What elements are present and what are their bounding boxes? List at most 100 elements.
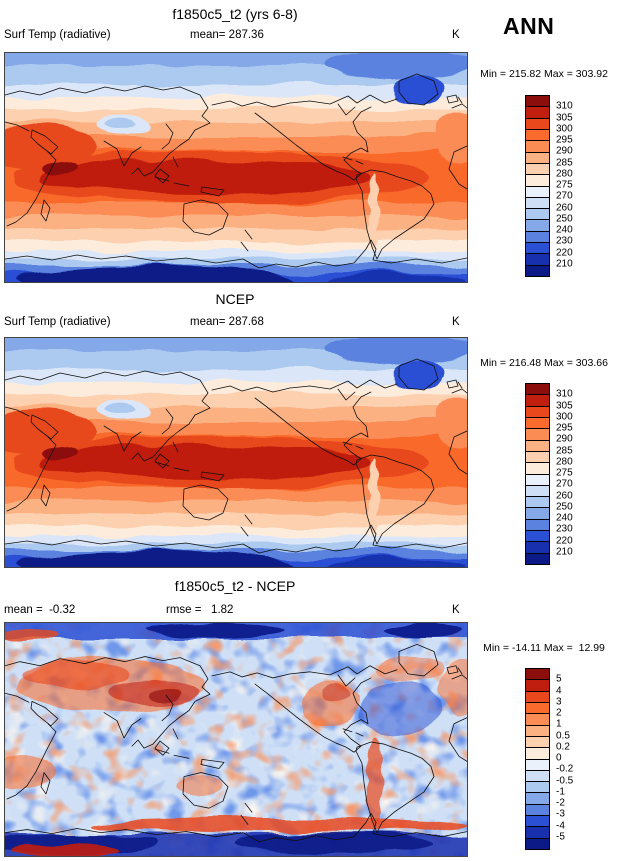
colorbar-tick-label: 260 — [556, 202, 573, 214]
colorbar-cell — [526, 815, 549, 827]
colorbar-tick-label: 210 — [556, 546, 573, 558]
colorbar-tick-label: 210 — [556, 258, 573, 270]
panel2-mean-label: mean= 287.68 — [190, 316, 264, 328]
panel1-minmax-label: Min = 215.82 Max = 303.92 — [480, 68, 608, 80]
colorbar-tick-label: 290 — [556, 433, 573, 445]
panel2-title: NCEP — [215, 291, 255, 307]
colorbar-tick-label: 230 — [556, 523, 573, 535]
colorbar-cell — [526, 552, 549, 564]
panel2-variable-label: Surf Temp (radiative) — [4, 316, 111, 328]
panel3-rmse-label: rmse = 1.82 — [166, 604, 234, 616]
colorbar-tick-label: -1 — [556, 786, 565, 798]
colorbar-cell — [526, 117, 549, 129]
panel1-variable-label: Surf Temp (radiative) — [4, 29, 111, 41]
panel3-units-label: K — [452, 604, 460, 616]
colorbar-cell — [526, 450, 549, 463]
colorbar-tick-label: 295 — [556, 422, 573, 434]
colorbar-cell — [526, 484, 549, 497]
colorbar-tick-label: 300 — [556, 123, 573, 135]
colorbar-tick-label: 290 — [556, 145, 573, 157]
colorbar-cell — [526, 96, 549, 107]
colorbar-cell — [526, 208, 549, 220]
colorbar-tick-label: 220 — [556, 535, 573, 547]
colorbar-cell — [526, 724, 549, 736]
panel3-map — [4, 622, 468, 857]
colorbar-cell — [526, 769, 549, 782]
colorbar-tick-label: 310 — [556, 388, 573, 400]
colorbar-cell — [526, 106, 549, 118]
temperature-field-layer — [5, 53, 467, 282]
panel2-map — [4, 337, 468, 568]
panel2-colorbar: 310 305 300 295 290 285 280 275 270 260 250 240 230 2… — [525, 383, 587, 565]
colorbar-tick-label: 305 — [556, 112, 573, 124]
colorbar-cell — [526, 242, 549, 254]
colorbar-cell — [526, 792, 549, 804]
panel2-minmax-label: Min = 216.48 Max = 303.66 — [480, 357, 608, 369]
temperature-field-layer — [5, 338, 467, 567]
colorbar-cell — [526, 747, 549, 759]
colorbar-tick-label: 0 — [556, 752, 562, 764]
colorbar-cell — [526, 416, 549, 429]
colorbar-tick-label: 270 — [556, 190, 573, 202]
panel1-title: f1850c5_t2 (yrs 6-8) — [172, 6, 298, 22]
colorbar-cell — [526, 669, 549, 680]
colorbar-swatch-column — [525, 668, 550, 850]
colorbar-tick-label: 220 — [556, 247, 573, 259]
colorbar-cell — [526, 196, 549, 209]
colorbar-tick-label: 0.5 — [556, 730, 570, 742]
panel2-stats-row: Surf Temp (radiative) mean= 287.68 K — [0, 316, 620, 330]
colorbar-tick-label: 240 — [556, 224, 573, 236]
colorbar-cell — [526, 530, 549, 542]
colorbar-cell — [526, 384, 549, 395]
panel3-minmax-label: Min = -14.11 Max = 12.99 — [483, 642, 605, 654]
colorbar-tick-label: 3 — [556, 696, 562, 708]
colorbar-cell — [526, 428, 549, 440]
colorbar-cell — [526, 518, 549, 531]
colorbar-tick-label: -3 — [556, 808, 565, 820]
colorbar-tick-label: 4 — [556, 685, 562, 697]
colorbar-tick-label: -0.2 — [556, 763, 574, 775]
colorbar-tick-label: 305 — [556, 400, 573, 412]
colorbar-cell — [526, 264, 549, 276]
colorbar-tick-label: 5 — [556, 673, 562, 685]
colorbar-tick-label: 275 — [556, 179, 573, 191]
colorbar-tick-label: 240 — [556, 512, 573, 524]
colorbar-tick-label: 250 — [556, 501, 573, 513]
colorbar-tick-label: -5 — [556, 831, 565, 843]
colorbar-cell — [526, 151, 549, 163]
panel1-colorbar: 310 305 300 295 290 285 280 275 270 260 250 240 230 2… — [525, 95, 587, 277]
colorbar-cell — [526, 758, 549, 770]
colorbar-tick-label: 250 — [556, 213, 573, 225]
colorbar-tick-label: -0.5 — [556, 775, 574, 787]
panel3-colorbar: 5 4 3 2 1 0.5 0.2 0 -0.2 -0.5 -1 -2 -3 -4 -5 — [525, 668, 587, 850]
colorbar-cell — [526, 735, 549, 748]
panel1-map — [4, 52, 468, 283]
colorbar-cell — [526, 394, 549, 406]
colorbar-cell — [526, 253, 549, 265]
colorbar-cell — [526, 219, 549, 231]
colorbar-cell — [526, 162, 549, 175]
colorbar-tick-label: 0.2 — [556, 741, 570, 753]
colorbar-cell — [526, 826, 549, 838]
colorbar-tick-label: 230 — [556, 235, 573, 247]
panel3-mean-label: mean = -0.32 — [4, 604, 76, 616]
colorbar-tick-label: 285 — [556, 445, 573, 457]
bias-accents-layer — [5, 623, 467, 856]
colorbar-swatch-column — [525, 383, 550, 565]
colorbar-cell — [526, 473, 549, 485]
colorbar-cell — [526, 174, 549, 186]
colorbar-cell — [526, 128, 549, 141]
colorbar-cell — [526, 690, 549, 702]
colorbar-cell — [526, 713, 549, 725]
colorbar-tick-label: -2 — [556, 797, 565, 809]
colorbar-tick-label: 295 — [556, 134, 573, 146]
colorbar-tick-label: 275 — [556, 467, 573, 479]
colorbar-cell — [526, 837, 549, 849]
colorbar-cell — [526, 781, 549, 793]
colorbar-tick-label: -4 — [556, 820, 565, 832]
colorbar-swatch-column — [525, 95, 550, 277]
colorbar-cell — [526, 230, 549, 243]
colorbar-tick-label: 1 — [556, 718, 562, 730]
colorbar-cell — [526, 496, 549, 508]
